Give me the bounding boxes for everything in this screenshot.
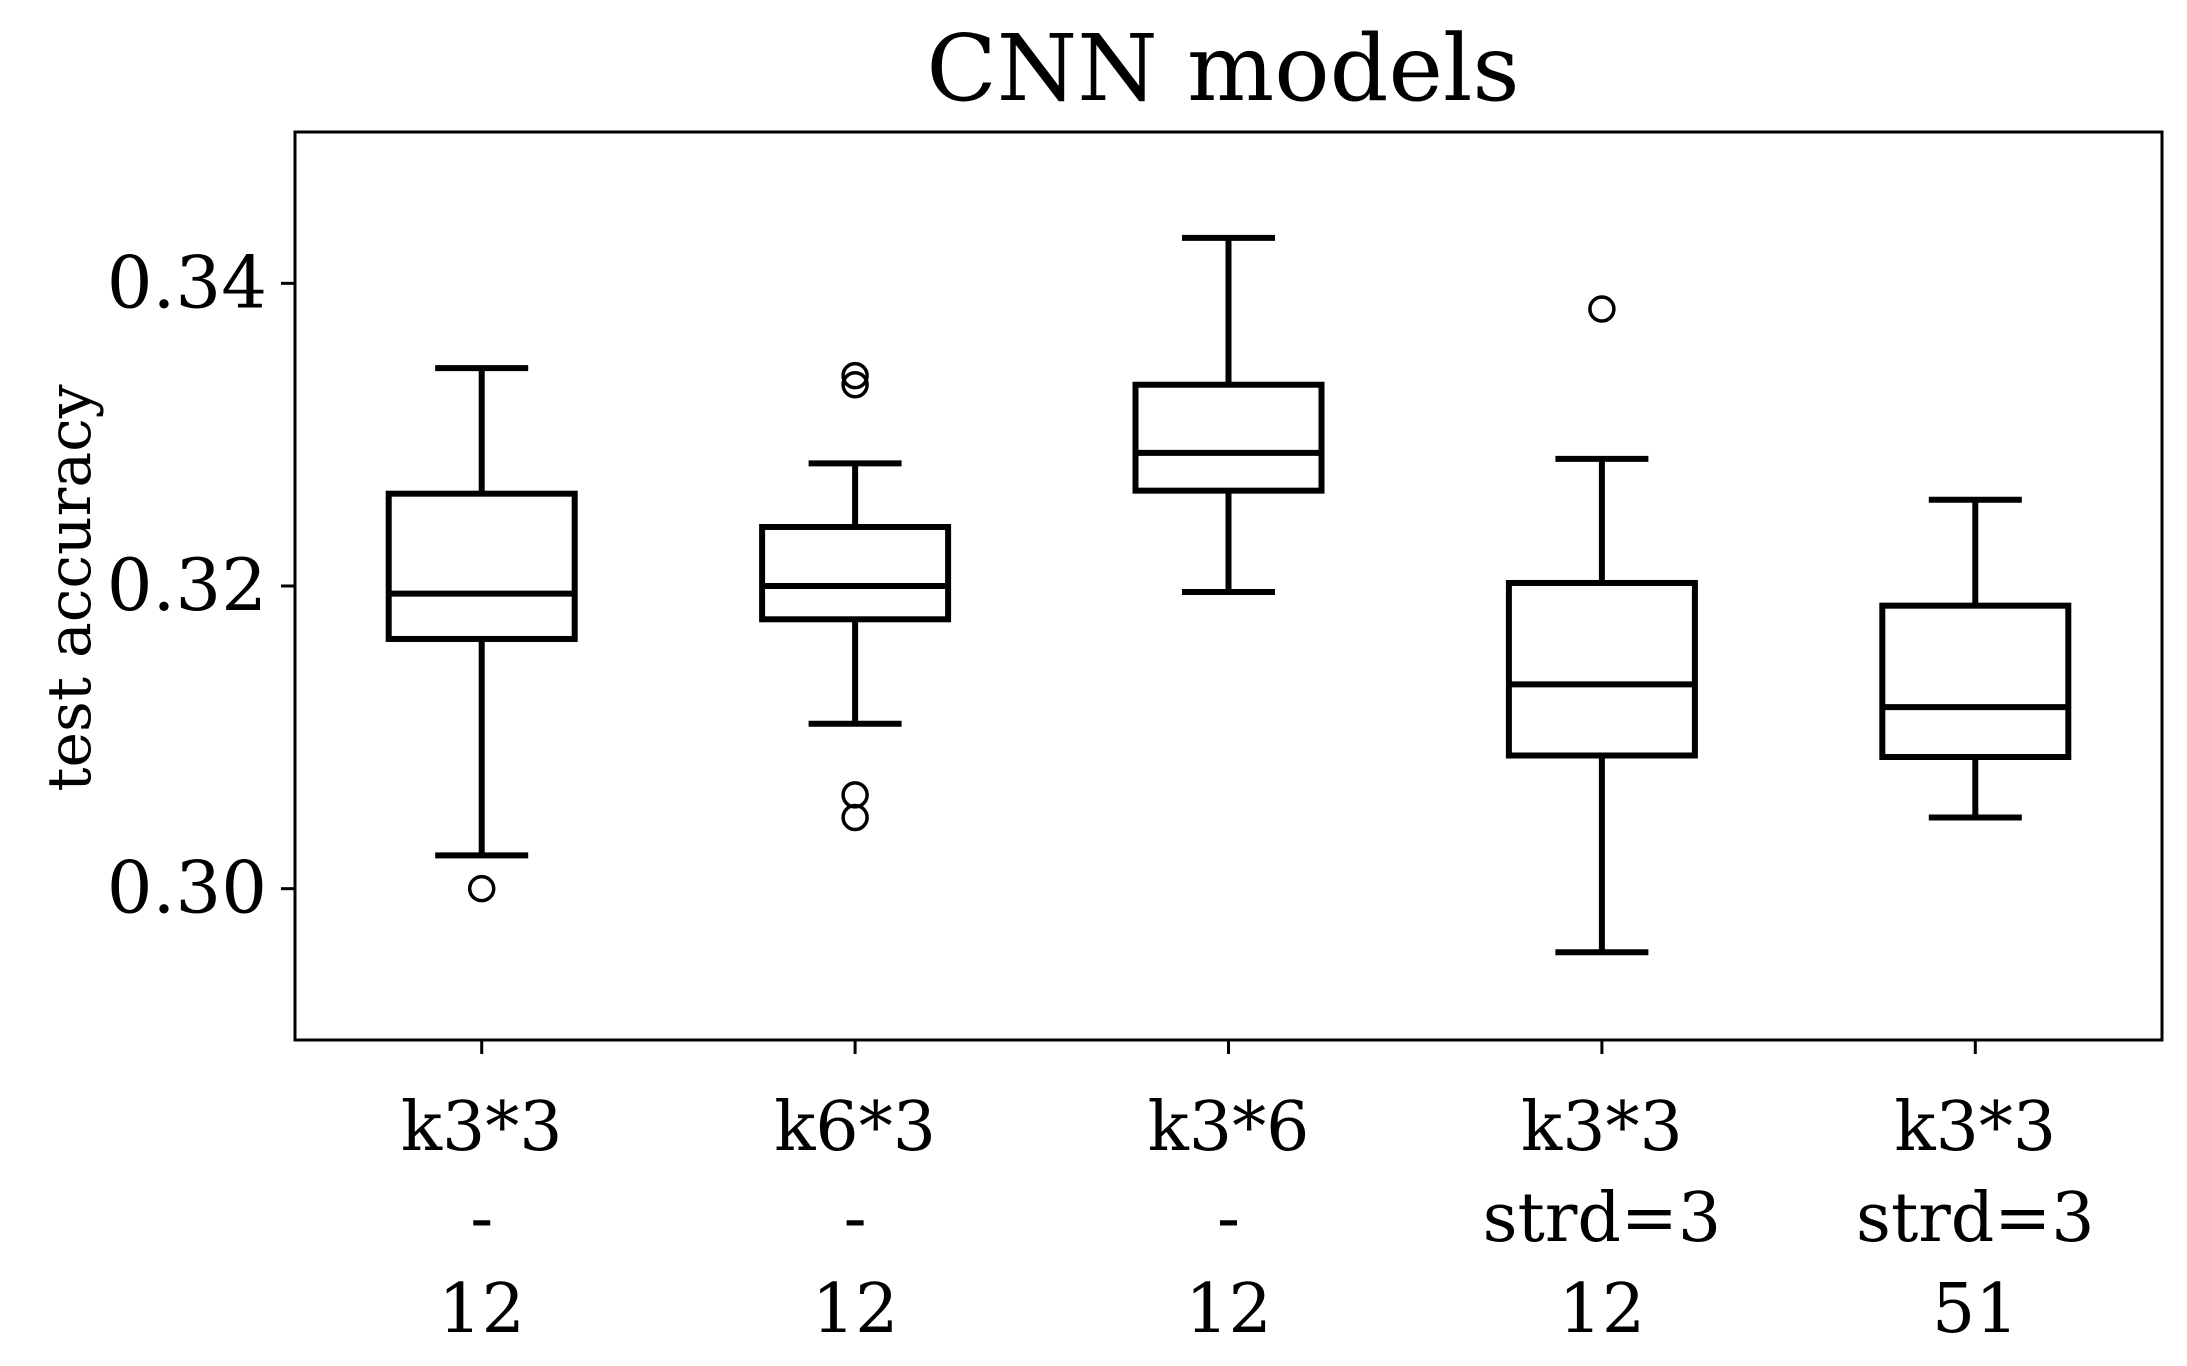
outlier-point (841, 781, 869, 809)
iqr-box (1505, 579, 1698, 759)
x-tick-label: strd=3 (1856, 1179, 2095, 1258)
y-tick-label: 0.32 (107, 543, 267, 627)
outlier-point (1588, 295, 1616, 323)
outlier-point (841, 361, 869, 390)
x-tick-label: 12 (812, 1270, 899, 1349)
x-tick-label: k3*3 (1521, 1088, 1683, 1167)
outlier-point (841, 803, 869, 832)
iqr-box (1132, 381, 1325, 494)
chart-title: CNN models (926, 15, 1519, 122)
x-tick-label: k3*3 (401, 1088, 563, 1167)
iqr-box (1879, 602, 2072, 761)
x-tick-label: k3*6 (1148, 1088, 1310, 1167)
x-tick-label: - (844, 1179, 867, 1258)
x-tick-label: 12 (1559, 1270, 1646, 1349)
x-tick-label: k3*3 (1894, 1088, 2056, 1167)
x-tick-label: 12 (438, 1270, 525, 1349)
iqr-box (759, 523, 952, 623)
x-tick-label: 51 (1932, 1270, 2019, 1349)
y-axis-label: test accuracy (35, 384, 105, 791)
outlier-point (467, 874, 496, 903)
y-tick-label: 0.30 (107, 846, 267, 930)
x-tick-label: - (470, 1179, 493, 1258)
y-tick-label: 0.34 (107, 240, 267, 324)
x-tick-label: strd=3 (1483, 1179, 1722, 1258)
x-tick-label: k6*3 (774, 1088, 936, 1167)
plot-area: 0.30 0.32 0.34 k3*3 - 12 k6*3 - 12 k3*6 - 12 k3*3 str… (107, 130, 2164, 1349)
x-tick-label: 12 (1185, 1270, 1272, 1349)
outlier-point (841, 370, 869, 399)
x-tick-label: - (1217, 1179, 1240, 1258)
iqr-box (385, 490, 578, 642)
